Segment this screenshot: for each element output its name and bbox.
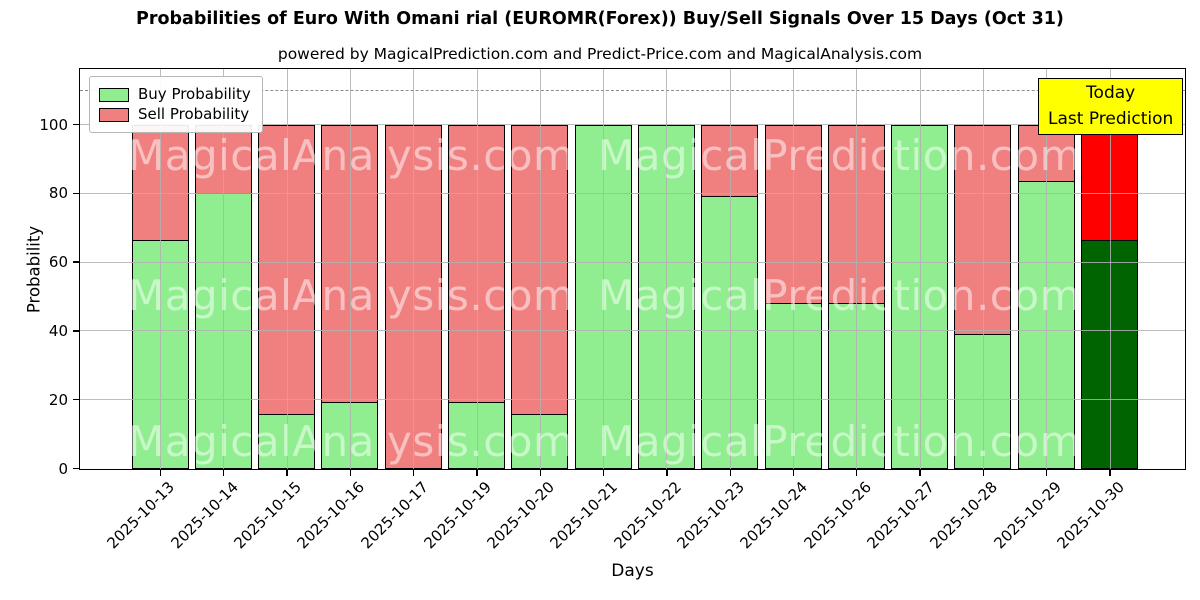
dashed-gridline-110 — [80, 89, 1185, 91]
x-axis-label: Days — [611, 561, 654, 581]
y-tick-label-60: 60 — [48, 253, 68, 272]
y-tick-mark — [73, 399, 79, 401]
x-tick-mark — [602, 470, 605, 476]
gridline-y-20 — [80, 399, 1185, 401]
y-tick-label-80: 80 — [48, 184, 68, 203]
legend: Buy Probability Sell Probability — [89, 76, 263, 133]
x-tick-mark — [539, 470, 541, 476]
x-tick-mark — [159, 470, 162, 476]
gridline-x-2025-10-28 — [982, 69, 984, 469]
today-annotation: Today Last Prediction — [1038, 78, 1184, 135]
today-annotation-line1: Today — [1086, 83, 1136, 103]
legend-buy-label: Buy Probability — [138, 85, 251, 103]
gridline-x-2025-10-16 — [349, 69, 351, 469]
gridline-x-2025-10-26 — [856, 69, 858, 469]
y-tick-label-40: 40 — [48, 321, 68, 340]
gridline-y-80 — [80, 192, 1185, 194]
gridline-x-2025-10-27 — [919, 69, 921, 469]
gridline-x-2025-10-15 — [286, 69, 288, 469]
today-annotation-line2: Last Prediction — [1048, 108, 1174, 129]
x-tick-mark — [856, 470, 858, 476]
buy-probability-swatch — [99, 87, 129, 102]
x-tick-mark — [1109, 470, 1111, 476]
chart-subtitle: powered by MagicalPrediction.com and Pre… — [277, 45, 923, 63]
x-tick-mark — [1046, 470, 1048, 476]
x-tick-mark — [666, 470, 668, 476]
x-tick-mark — [223, 470, 225, 476]
gridline-x-2025-10-13 — [160, 69, 161, 469]
gridline-y-100 — [80, 124, 1185, 126]
gridline-x-2025-10-20 — [539, 69, 541, 469]
gridline-x-2025-10-21 — [603, 69, 605, 469]
x-tick-mark — [286, 470, 288, 476]
y-tick-mark — [73, 261, 79, 263]
x-tick-mark — [792, 470, 795, 476]
sell-probability-swatch — [99, 107, 129, 122]
gridline-x-2025-10-22 — [666, 69, 668, 469]
x-tick-mark — [476, 470, 478, 476]
y-tick-mark — [73, 192, 79, 195]
plot-area: Buy Probability Sell Probability Today L… — [79, 68, 1186, 470]
y-tick-mark — [73, 330, 79, 332]
gridline-y-40 — [80, 330, 1185, 332]
y-tick-label-0: 0 — [58, 459, 68, 478]
y-tick-label-100: 100 — [39, 115, 68, 134]
gridline-x-2025-10-30 — [1109, 69, 1111, 469]
legend-item-buy: Buy Probability — [99, 87, 251, 102]
x-tick-mark — [349, 470, 352, 476]
legend-sell-label: Sell Probability — [138, 105, 250, 123]
gridline-x-2025-10-24 — [793, 69, 794, 469]
gridline-x-2025-10-14 — [223, 69, 225, 469]
y-tick-mark — [73, 123, 79, 126]
chart-title: Probabilities of Euro With Omani rial (E… — [136, 9, 1064, 29]
x-tick-mark — [982, 470, 985, 476]
gridline-x-2025-10-23 — [729, 69, 731, 469]
x-tick-mark — [919, 470, 921, 476]
gridline-x-2025-10-29 — [1046, 69, 1048, 469]
y-tick-label-20: 20 — [48, 390, 68, 409]
gridline-x-2025-10-17 — [413, 69, 415, 469]
x-tick-mark — [729, 470, 731, 476]
gridline-x-2025-10-19 — [476, 69, 478, 469]
y-tick-mark — [73, 467, 79, 470]
gridline-y-60 — [80, 261, 1185, 263]
legend-item-sell: Sell Probability — [99, 107, 251, 122]
x-tick-mark — [413, 470, 415, 476]
